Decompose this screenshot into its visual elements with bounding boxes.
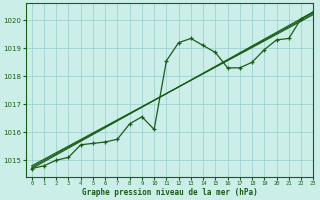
X-axis label: Graphe pression niveau de la mer (hPa): Graphe pression niveau de la mer (hPa) <box>82 188 257 197</box>
